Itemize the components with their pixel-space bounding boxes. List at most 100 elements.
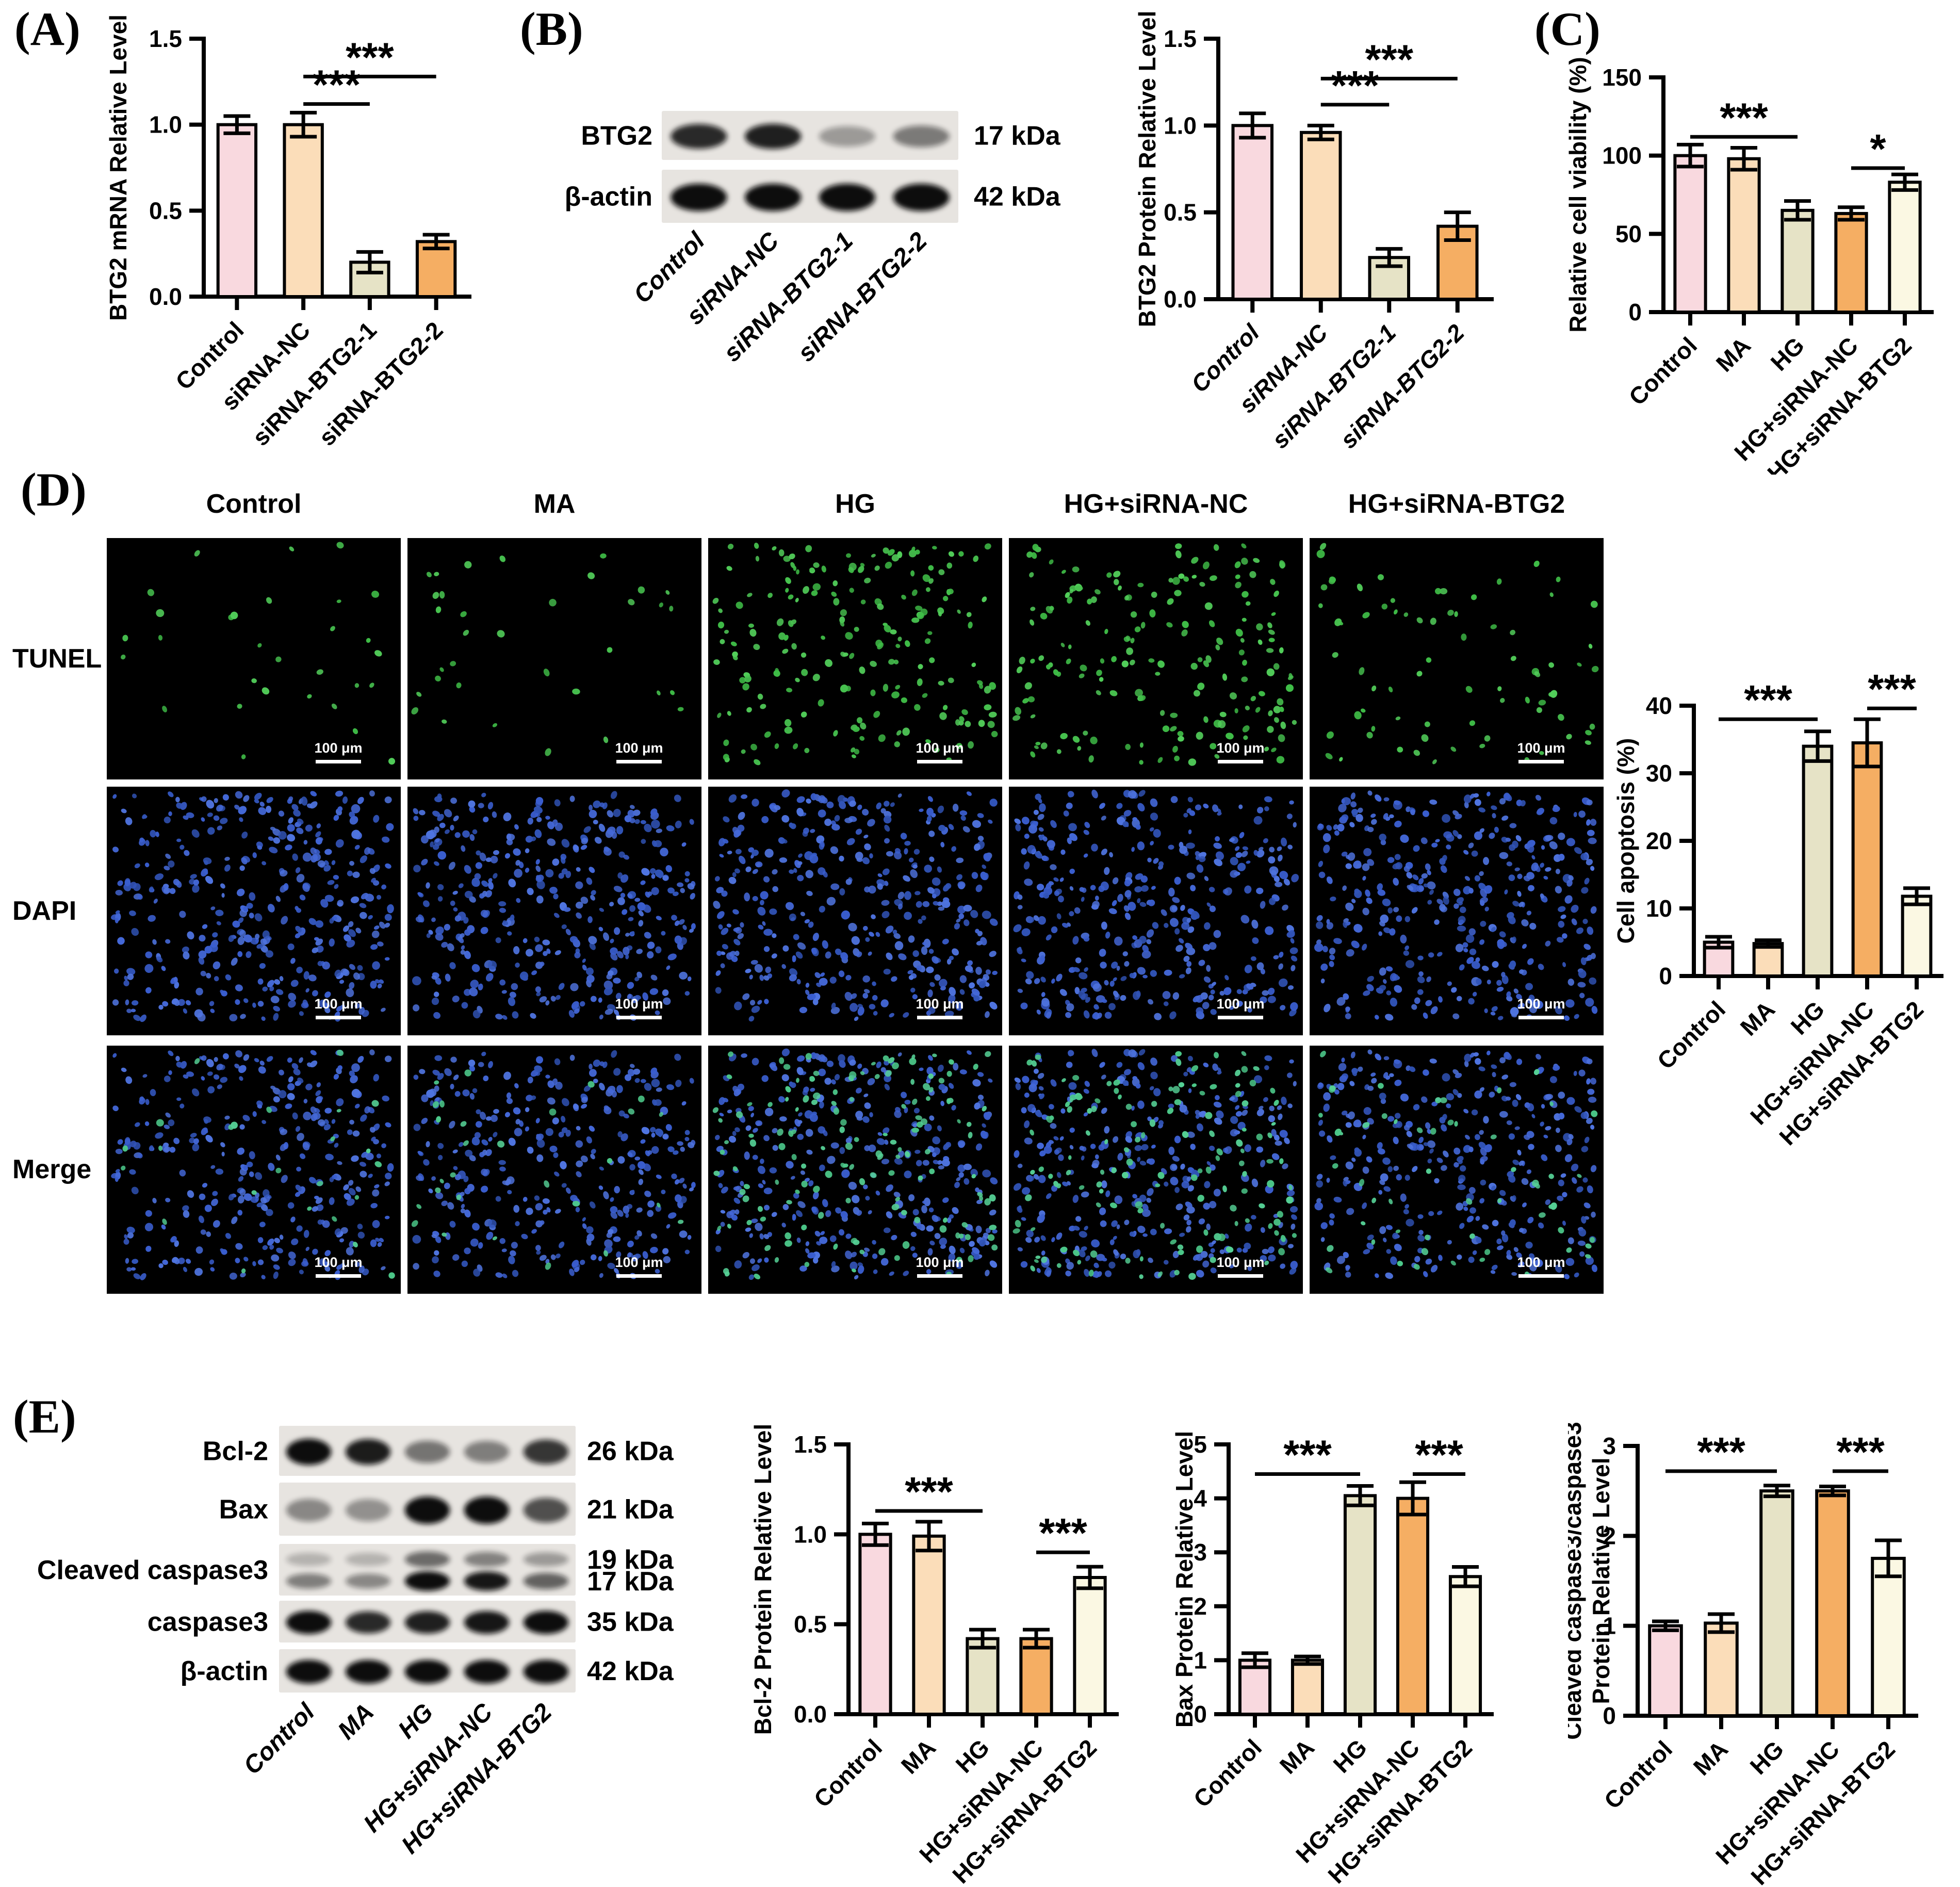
micrograph-tunel-hg-sirna-btg2: 100 μm: [1310, 538, 1604, 779]
y-tick-label: 0.0: [1164, 286, 1197, 313]
y-tick-label: 0: [1603, 1702, 1616, 1729]
protein-label-β-actin: β-actin: [565, 182, 652, 212]
scale-bar-label: 100 μm: [916, 996, 963, 1012]
y-tick-label: 3: [1194, 1539, 1207, 1566]
kda-label: 42 kDa: [974, 182, 1061, 212]
significance-stars: ***: [1744, 677, 1792, 723]
chart-cell-apoptosis: 0 10 20 30 40 Cell apoptosis (%) *** *** Control…: [1614, 666, 1943, 1150]
micro-row-label-merge: Merge: [12, 1154, 92, 1184]
y-axis-label: Relative cell viability (%): [1564, 57, 1591, 332]
scale-bar: [1218, 760, 1263, 763]
blot-band: [464, 1571, 510, 1591]
bar-HG+siRNA-BTG2: [1448, 1575, 1482, 1716]
significance-stars: ***: [313, 62, 361, 108]
significance-stars: ***: [1697, 1429, 1745, 1475]
significance-stars: ***: [1868, 666, 1916, 712]
y-tick-label: 2: [1194, 1593, 1207, 1620]
blot-band: [345, 1439, 391, 1465]
category-label: HG: [1328, 1734, 1373, 1778]
bar-HG+siRNA-BTG2: [1871, 1556, 1906, 1717]
y-tick-label: 20: [1646, 827, 1672, 854]
blot-band: [464, 1611, 510, 1634]
category-label: HG: [1766, 332, 1810, 376]
micrograph-tunel-hg: 100 μm: [708, 538, 1002, 779]
lane-label: siRNA-BTG2-2: [793, 227, 933, 367]
micrograph-merge-hg-sirna-nc: 100 μm: [1009, 1046, 1303, 1294]
significance-stars: *: [1870, 126, 1886, 172]
bar-HG: [1781, 208, 1815, 314]
scale-bar: [1218, 1274, 1263, 1278]
y-axis-label: Protein Relative Level: [1588, 1457, 1614, 1704]
kda-label: 26 kDa: [587, 1437, 674, 1467]
micro-row-label-dapi: DAPI: [12, 896, 77, 926]
y-tick-label: 0: [1628, 299, 1642, 326]
bar-HG+siRNA-NC: [1019, 1637, 1053, 1716]
micro-row-label-tunel: TUNEL: [12, 644, 102, 674]
bar-MA: [1704, 1621, 1739, 1718]
significance-stars: ***: [905, 1469, 953, 1515]
category-label: HG: [1745, 1735, 1789, 1780]
blot-strip-BTG2: [662, 111, 958, 160]
protein-label-Cleaved caspase3: Cleaved caspase3: [37, 1555, 268, 1585]
blot-strip-β-actin: [662, 170, 958, 223]
blot-band: [671, 124, 727, 149]
category-label: Control: [1624, 332, 1702, 410]
blot-band: [819, 126, 875, 147]
category-label: MA: [1711, 332, 1756, 377]
bar-HG: [1802, 744, 1834, 978]
micro-col-label-hg-sirna-btg2: HG+siRNA-BTG2: [1348, 489, 1565, 519]
blot-band: [404, 1611, 450, 1634]
significance-stars: ***: [1283, 1432, 1332, 1478]
bar-HG+siRNA-BTG2: [1888, 181, 1922, 314]
bar-Control: [216, 123, 258, 299]
micrograph-merge-hg: 100 μm: [708, 1046, 1002, 1294]
blot-band: [345, 1553, 391, 1566]
lane-label: siRNA-BTG2-1: [718, 227, 858, 367]
scale-bar: [1518, 760, 1564, 763]
bar-Control: [1231, 124, 1274, 301]
bar-MA: [1727, 157, 1761, 314]
blot-band: [523, 1498, 569, 1523]
category-label: HG: [951, 1734, 995, 1778]
blot-band: [671, 183, 727, 212]
y-tick-label: 0: [1659, 963, 1672, 989]
category-label: Control: [1188, 1734, 1267, 1812]
bar-Control: [1648, 1624, 1683, 1717]
micro-col-label-hg-sirna-nc: HG+siRNA-NC: [1064, 489, 1248, 519]
scale-bar: [1518, 1274, 1564, 1278]
significance-stars: ***: [1415, 1432, 1463, 1478]
chart-bcl2-protein: 0.0 0.5 1.0 1.5 Bcl-2 Protein Relative Level…: [749, 1424, 1119, 1887]
panel-label-B: (B): [520, 3, 583, 55]
panel-label-C: (C): [1534, 3, 1600, 55]
category-label: Control: [809, 1734, 887, 1812]
y-tick-label: 10: [1646, 895, 1672, 922]
scale-bar: [917, 1274, 962, 1278]
blot-band: [286, 1660, 332, 1684]
bar-HG+siRNA-BTG2: [1901, 894, 1933, 978]
bar-HG+siRNA-NC: [1396, 1496, 1430, 1716]
y-tick-label: 5: [1194, 1431, 1207, 1458]
micrograph-dapi-control: 100 μm: [107, 787, 401, 1035]
y-tick-label: 0.5: [1164, 199, 1197, 226]
y-axis-label: Bax Protein Relative Level: [1171, 1431, 1198, 1728]
lane-label: Control: [238, 1698, 320, 1780]
scale-bar: [616, 1016, 662, 1019]
bar-siRNA-NC: [283, 123, 324, 299]
y-tick-label: 1.0: [794, 1521, 827, 1548]
y-tick-label: 150: [1602, 64, 1642, 91]
bar-siRNA-NC: [1299, 131, 1342, 301]
y-tick-label: 30: [1646, 760, 1672, 787]
scale-bar: [616, 1274, 662, 1278]
y-tick-label: 1.5: [1164, 25, 1197, 52]
western-blot-apoptosis: Bcl-2 26 kDa Bax 21 kDa Cleaved caspase3 19 k…: [37, 1426, 674, 1859]
y-tick-label: 0.5: [794, 1611, 827, 1638]
y-tick-label: 1.5: [149, 25, 182, 52]
scale-bar-label: 100 μm: [1517, 740, 1565, 756]
bar-HG+siRNA-BTG2: [1073, 1576, 1107, 1716]
bar-siRNA-BTG2-2: [415, 240, 457, 299]
scale-bar: [917, 1016, 962, 1019]
bar-Control: [858, 1533, 892, 1716]
category-label: Control: [1652, 996, 1730, 1074]
